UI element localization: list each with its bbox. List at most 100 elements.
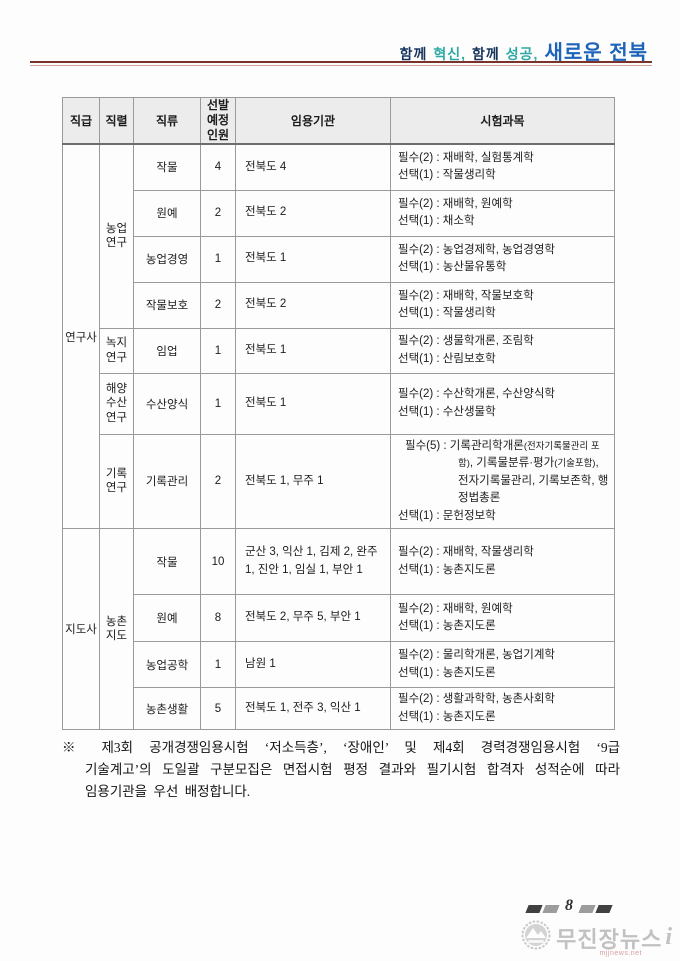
elective-subjects: 선택(1) : 채소학: [398, 215, 475, 227]
header-slogan: 함께 혁신, 함께 성공, 새로운 전북: [400, 36, 648, 65]
cell-subjects: 필수(2) : 생물학개론, 조림학 선택(1) : 산림보호학: [390, 327, 615, 374]
required-subjects: 필수(2) : 물리학개론, 농업기계학: [398, 649, 555, 661]
page-number-bar-icon: [525, 905, 543, 913]
required-subjects: 필수(2) : 재배학, 원예학: [398, 602, 513, 615]
page-number: 8: [565, 897, 573, 914]
page-number-block: 8: [525, 897, 613, 918]
cell-agency: 전북도 2, 무주 5, 부안 1: [235, 594, 391, 642]
required-subjects: 필수(2) : 수산학개론, 수산양식학: [398, 388, 555, 400]
col-header-class: 직류: [133, 97, 201, 145]
cell-agency: 전북도 1: [235, 327, 391, 374]
cell-class: 기록관리: [133, 433, 201, 529]
cell-quota: 2: [200, 433, 236, 529]
cell-subjects: 필수(2) : 재배학, 작물생리학 선택(1) : 농촌지도론: [390, 528, 615, 595]
table-row: 녹지 연구 임업 1 전북도 1 필수(2) : 생물학개론, 조림학 선택(1…: [63, 327, 615, 374]
footnote-line: ※ 제3회 공개경쟁임용시험 ‘저소득층’, ‘장애인’ 및 제4회 경력경쟁임…: [62, 740, 620, 755]
table-row: 원예 2 전북도 2 필수(2) : 재배학, 원예학 선택(1) : 채소학: [63, 189, 615, 237]
table-row: 농업공학 1 남원 1 필수(2) : 물리학개론, 농업기계학 선택(1) :…: [63, 641, 615, 688]
page-number-bar-icon: [542, 905, 560, 913]
elective-subjects: 선택(1) : 농촌지도론: [398, 620, 496, 632]
cell-subjects: 필수(2) : 농업경제학, 농업경영학 선택(1) : 농산물유통학: [390, 235, 615, 283]
cell-class: 농촌생활: [133, 687, 201, 730]
elective-subjects: 선택(1) : 문헌정보학: [398, 509, 496, 522]
required-subjects: 필수(5) : 기록관리학개론(전자기록물관리 포함), 기록물분류·평가(기술…: [405, 439, 609, 505]
required-subjects: 필수(2) : 생활과학학, 농촌사회학: [398, 693, 555, 705]
cell-agency: 전북도 2: [235, 281, 391, 329]
cell-class: 작물보호: [133, 281, 201, 329]
cell-class: 농업경영: [133, 235, 201, 283]
required-subjects: 필수(2) : 농업경제학, 농업경영학: [398, 243, 555, 256]
cell-agency: 전북도 1, 전주 3, 익산 1: [235, 687, 391, 730]
header-divider-line: [30, 61, 652, 66]
table-row: 농업경영 1 전북도 1 필수(2) : 농업경제학, 농업경영학 선택(1) …: [63, 235, 615, 283]
cell-subjects: 필수(2) : 수산학개론, 수산양식학 선택(1) : 수산생물학: [390, 372, 615, 435]
cell-series-agri-research: 농업 연구: [99, 143, 134, 329]
cell-class: 작물: [133, 528, 201, 595]
col-header-subjects: 시험과목: [390, 97, 615, 145]
watermark-site: mjjnews.net: [599, 950, 642, 957]
table-row: 연구사 농업 연구 작물 4 전북도 4 필수(2) : 재배학, 실험통계학 …: [62, 143, 615, 529]
watermark-name: 무진장뉴스: [556, 926, 663, 952]
slogan-part: 혁신,: [433, 46, 467, 62]
required-subjects: 필수(2) : 재배학, 작물생리학: [398, 546, 534, 558]
cell-subjects: 필수(2) : 물리학개론, 농업기계학 선택(1) : 농촌지도론: [390, 641, 615, 688]
cell-quota: 5: [200, 687, 236, 730]
cell-subjects: 필수(2) : 생활과학학, 농촌사회학 선택(1) : 농촌지도론: [390, 687, 615, 730]
cell-class: 작물: [133, 143, 201, 191]
table-row: 작물보호 2 전북도 2 필수(2) : 재배학, 작물보호학 선택(1) : …: [63, 281, 615, 329]
page-number-bar-icon: [595, 905, 613, 913]
required-subjects: 필수(2) : 재배학, 실험통계학: [398, 151, 534, 164]
col-header-agency: 임용기관: [235, 97, 391, 145]
cell-class: 임업: [133, 327, 201, 374]
cell-class: 원예: [133, 189, 201, 237]
news-watermark: 무진장뉴스 i mjjnews.net: [521, 920, 672, 957]
cell-agency: 전북도 4: [235, 143, 391, 191]
cell-agency: 전북도 1: [235, 372, 391, 435]
elective-subjects: 선택(1) : 농촌지도론: [398, 563, 496, 576]
slogan-part: 성공,: [505, 46, 539, 62]
recruitment-table: 직급 직렬 직류 선발 예정 인원 임용기관 시험과목 연구사 농업 연구 작물…: [62, 97, 615, 730]
col-header-quota: 선발 예정 인원: [200, 97, 236, 145]
cell-agency: 군산 3, 익산 1, 김제 2, 완주 1, 진안 1, 임실 1, 부안 1: [235, 528, 391, 595]
footnote-line: 임용기관을 우선 배정합니다.: [85, 784, 251, 799]
col-header-series: 직렬: [99, 97, 134, 145]
slogan-part: 함께: [472, 46, 500, 62]
mountain-logo-icon: [521, 920, 551, 955]
elective-subjects: 선택(1) : 작물생리학: [398, 307, 496, 319]
cell-class: 수산양식: [133, 372, 201, 435]
cell-subjects: 필수(2) : 재배학, 원예학 선택(1) : 농촌지도론: [390, 594, 615, 642]
table-row: 해양 수산 연구 수산양식 1 전북도 1 필수(2) : 수산학개론, 수산양…: [63, 372, 615, 435]
elective-subjects: 선택(1) : 산림보호학: [398, 352, 496, 365]
elective-subjects: 선택(1) : 농산물유통학: [398, 261, 507, 273]
cell-quota: 4: [200, 143, 236, 191]
col-header-rank: 직급: [62, 97, 100, 145]
cell-quota: 1: [200, 372, 236, 435]
cell-class: 원예: [133, 594, 201, 642]
cell-rank-advisor: 지도사: [62, 528, 100, 730]
cell-subjects: 필수(2) : 재배학, 원예학 선택(1) : 채소학: [390, 189, 615, 237]
cell-agency: 전북도 2: [235, 189, 391, 237]
elective-subjects: 선택(1) : 농촌지도론: [398, 666, 496, 679]
table-row: 지도사 농촌 지도 작물 10 군산 3, 익산 1, 김제 2, 완주 1, …: [62, 528, 615, 730]
table-row: 원예 8 전북도 2, 무주 5, 부안 1 필수(2) : 재배학, 원예학 …: [63, 594, 615, 642]
cell-subjects: 필수(2) : 재배학, 실험통계학 선택(1) : 작물생리학: [390, 143, 615, 191]
table-header-row: 직급 직렬 직류 선발 예정 인원 임용기관 시험과목: [62, 97, 615, 145]
elective-subjects: 선택(1) : 수산생물학: [398, 405, 496, 418]
elective-subjects: 선택(1) : 작물생리학: [398, 169, 496, 182]
cell-agency: 전북도 1: [235, 235, 391, 283]
cell-subjects: 필수(2) : 재배학, 작물보호학 선택(1) : 작물생리학: [390, 281, 615, 329]
cell-quota: 2: [200, 281, 236, 329]
cell-rank-researcher: 연구사: [62, 143, 100, 529]
cell-quota: 10: [200, 528, 236, 595]
required-subjects: 필수(2) : 생물학개론, 조림학: [398, 335, 534, 347]
cell-agency: 전북도 1, 무주 1: [235, 433, 391, 529]
cell-class: 농업공학: [133, 641, 201, 688]
cell-quota: 1: [200, 235, 236, 283]
table-row: 기록 연구 기록관리 2 전북도 1, 무주 1 필수(5) : 기록관리학개론…: [63, 433, 615, 529]
cell-subjects: 필수(5) : 기록관리학개론(전자기록물관리 포함), 기록물분류·평가(기술…: [390, 433, 615, 529]
cell-series-rural-guidance: 농촌 지도: [99, 528, 134, 730]
footnote: ※ 제3회 공개경쟁임용시험 ‘저소득층’, ‘장애인’ 및 제4회 경력경쟁임…: [62, 737, 620, 803]
watermark-i-mark: i: [665, 924, 672, 950]
cell-quota: 1: [200, 327, 236, 374]
